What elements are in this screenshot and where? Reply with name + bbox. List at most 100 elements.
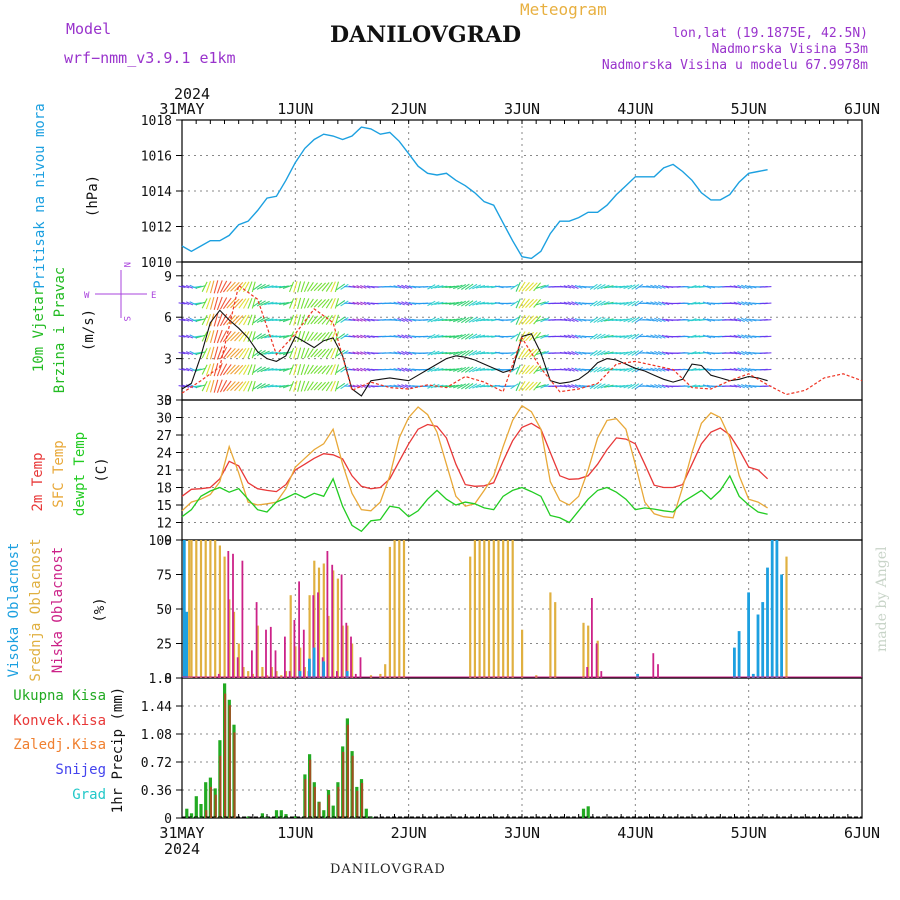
- wind-arrow: [282, 317, 293, 323]
- wind-arrow: [657, 284, 666, 289]
- cloud-low-bar: [595, 643, 598, 678]
- x-tick-label-bottom: 31MAY: [159, 824, 204, 842]
- wind-arrow: [593, 366, 602, 373]
- wind-arrow: [430, 334, 440, 339]
- wind-arrow: [453, 383, 463, 389]
- wind-arrow: [464, 283, 474, 291]
- wind-arrow: [518, 298, 526, 309]
- wind-arrow: [264, 351, 274, 355]
- wind-arrow: [646, 384, 655, 388]
- wind-arrow: [506, 319, 515, 321]
- wind-arrow: [363, 301, 371, 306]
- wind-arrow: [189, 334, 198, 339]
- wind-arrow: [336, 366, 346, 374]
- wind-arrow: [325, 348, 333, 359]
- cloud-mid-bar: [511, 540, 514, 678]
- precip-total-bar: [189, 813, 194, 818]
- wind-arrow: [646, 285, 655, 289]
- wind-arrow: [430, 367, 440, 372]
- wind-arrow: [336, 300, 346, 307]
- cloud-low-bar: [326, 551, 329, 678]
- ytick-label: 1016: [141, 150, 172, 165]
- precip-conv-bar: [337, 786, 340, 818]
- precip-conv-bar: [209, 786, 212, 818]
- wind-arrow: [307, 315, 314, 325]
- wind-arrow: [430, 301, 440, 306]
- wind-arrow: [310, 282, 319, 292]
- wind-arrow: [404, 317, 413, 322]
- wind-arrow: [506, 285, 515, 288]
- wind-arrow: [247, 364, 253, 376]
- cloud-low-bar: [255, 602, 258, 678]
- wind-arrow: [563, 285, 572, 289]
- wind-arrow: [185, 367, 194, 372]
- wind-arrow: [238, 298, 247, 309]
- ytick-label: 33: [156, 394, 172, 409]
- wind-arrow: [256, 350, 266, 357]
- wind-arrow: [310, 381, 319, 391]
- wind-arrow: [213, 329, 219, 344]
- wind-arrow: [192, 335, 202, 338]
- wind-arrow: [293, 347, 298, 359]
- wind-arrow: [687, 384, 697, 389]
- wind-arrow: [623, 317, 633, 323]
- wind-arrow: [729, 368, 738, 371]
- wind-arrow: [256, 283, 266, 290]
- cloud-low-bar: [345, 622, 348, 678]
- temp-ylabel-3: dewpt Temp: [72, 432, 88, 516]
- wind-arrow: [389, 285, 398, 289]
- wind-arrow: [178, 285, 186, 288]
- cloud-high-bar: [345, 671, 349, 678]
- wind-arrow: [230, 331, 240, 342]
- wind-arrow: [702, 317, 712, 322]
- wind-arrow: [195, 384, 206, 389]
- wind-arrow: [464, 366, 474, 373]
- cloud-mid-bar: [228, 599, 231, 678]
- wind-arrow: [589, 366, 598, 373]
- wind-arrow: [510, 300, 519, 307]
- wind-arrow: [687, 334, 697, 339]
- cloud-high-bar: [733, 647, 736, 678]
- wind-arrow: [654, 367, 662, 372]
- wind-arrow: [423, 385, 432, 388]
- wind-arrow: [317, 282, 326, 292]
- wind-arrow: [243, 380, 250, 392]
- wind-arrow: [313, 332, 323, 341]
- wind-arrow: [449, 301, 459, 306]
- wind-arrow: [352, 368, 360, 372]
- cloud-low-bar: [652, 653, 655, 678]
- wind-arrow: [264, 384, 274, 389]
- wind-arrow: [733, 318, 742, 322]
- panel-frame: [181, 261, 863, 401]
- wind-arrow: [535, 317, 546, 322]
- x-tick-label-top: 4JUN: [617, 100, 653, 118]
- wind-arrow: [657, 317, 666, 323]
- wind-arrow: [297, 297, 302, 310]
- wind-arrow: [733, 334, 742, 339]
- wind-arrow: [623, 367, 633, 372]
- wind-arrow: [397, 317, 405, 323]
- wind-arrow: [317, 332, 326, 341]
- wind-arrow: [185, 284, 194, 289]
- wind-arrow: [475, 334, 486, 339]
- wind-arrow: [201, 314, 208, 326]
- ytick-label: 3: [164, 353, 172, 368]
- wind-arrow: [475, 384, 486, 389]
- wind-arrow: [253, 283, 263, 291]
- wind-arrow: [427, 300, 436, 307]
- station-title: DANILOVGRAD: [330, 22, 522, 48]
- wind-arrow: [352, 285, 360, 289]
- wind-arrow: [243, 364, 250, 375]
- wind-unit: (m/s): [81, 309, 97, 351]
- wind-arrow: [521, 348, 530, 358]
- wind-arrow: [279, 368, 289, 372]
- wind-arrow: [389, 385, 398, 388]
- cloud-mid-bar: [521, 629, 524, 678]
- wind-arrow: [185, 317, 194, 322]
- wind-arrow: [571, 367, 579, 372]
- wind-arrow: [397, 334, 405, 339]
- wind-arrow: [430, 317, 440, 323]
- wind-arrow: [178, 318, 186, 322]
- cloud-mid-bar: [487, 540, 491, 678]
